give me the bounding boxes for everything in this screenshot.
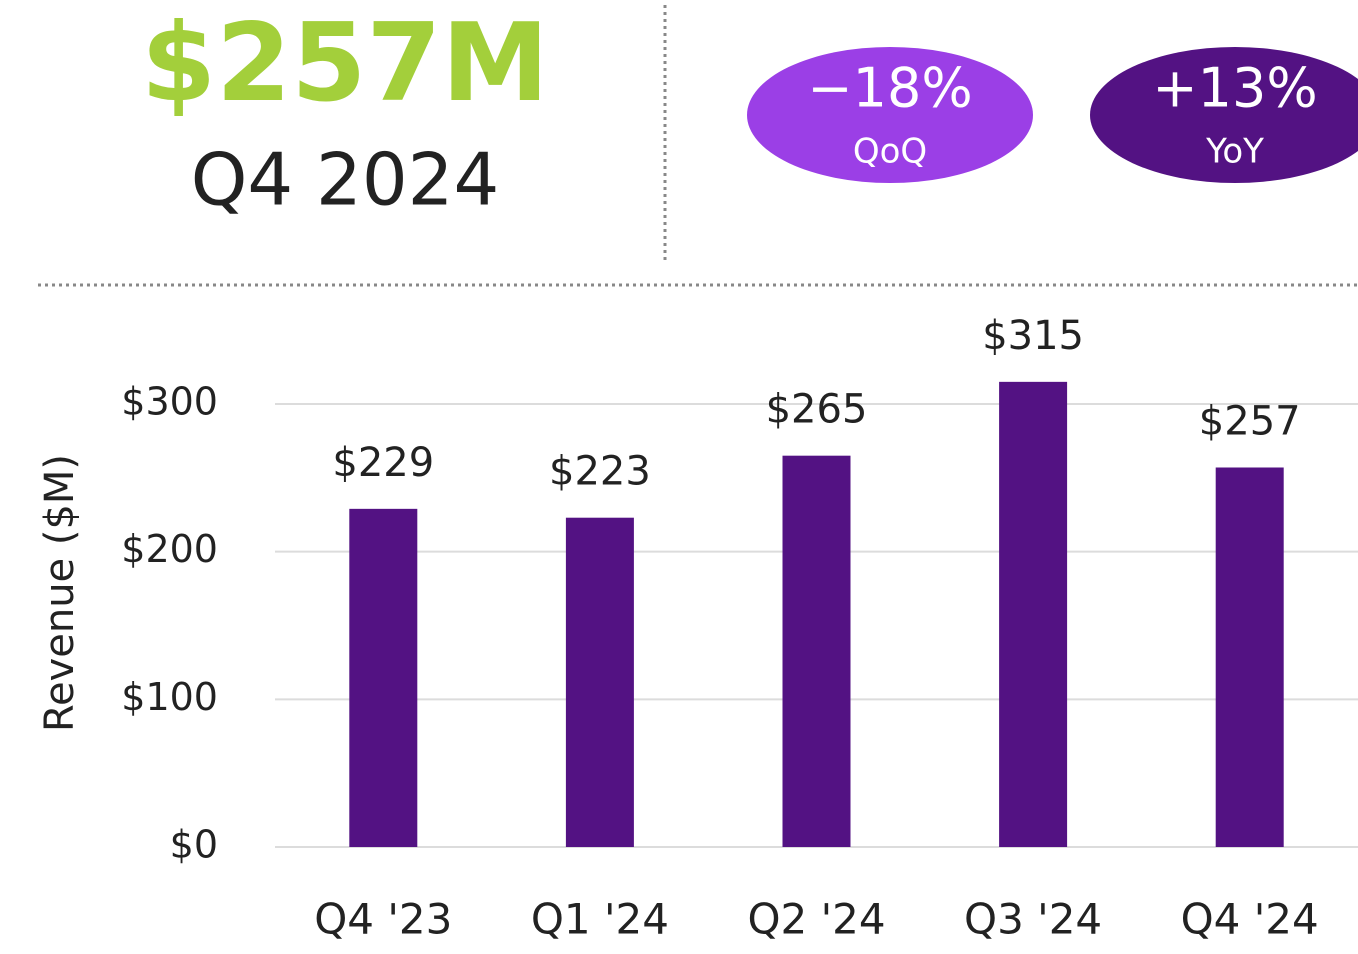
y-tick-label: $300	[121, 380, 218, 424]
value-label: $265	[766, 387, 868, 433]
headline-period: Q4 2024	[191, 138, 500, 222]
badge-value: +13%	[1152, 57, 1317, 120]
y-tick-label: $200	[121, 527, 218, 571]
value-label: $223	[549, 449, 651, 495]
x-tick-label: Q4 '23	[314, 895, 452, 944]
x-tick-label: Q4 '24	[1181, 895, 1319, 944]
value-label: $257	[1199, 398, 1301, 444]
badge-label: YoY	[1205, 132, 1264, 172]
y-tick-label: $0	[170, 823, 218, 867]
badge	[747, 47, 1033, 183]
headline-value: $257M	[141, 1, 549, 126]
x-tick-label: Q3 '24	[964, 895, 1102, 944]
y-tick-label: $100	[121, 675, 218, 719]
value-label: $229	[332, 440, 434, 486]
bar	[349, 508, 418, 847]
bar	[565, 517, 634, 847]
badge-value: −18%	[807, 57, 972, 120]
bar	[999, 381, 1068, 847]
value-label: $315	[982, 313, 1084, 359]
badge-label: QoQ	[853, 132, 927, 172]
y-axis-label: Revenue ($M)	[37, 454, 83, 732]
bar	[1215, 467, 1284, 847]
badge	[1090, 47, 1358, 183]
x-tick-label: Q2 '24	[747, 895, 885, 944]
x-tick-label: Q1 '24	[531, 895, 669, 944]
bar	[782, 455, 851, 847]
